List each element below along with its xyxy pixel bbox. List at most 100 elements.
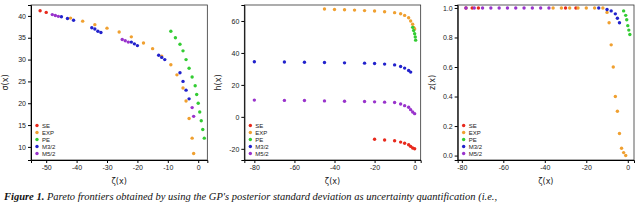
point bbox=[605, 11, 608, 14]
legend-label: M3/2 bbox=[42, 144, 56, 150]
point bbox=[124, 39, 127, 42]
point bbox=[160, 56, 163, 59]
point bbox=[187, 117, 190, 120]
legend-swatch bbox=[35, 131, 38, 134]
point bbox=[576, 6, 579, 9]
legend-label: M3/2 bbox=[469, 144, 483, 150]
point bbox=[169, 63, 172, 66]
point bbox=[568, 6, 571, 9]
x-tick-mark bbox=[77, 160, 78, 163]
y-tick: 0 bbox=[235, 114, 244, 121]
point bbox=[99, 31, 102, 34]
point bbox=[407, 16, 410, 19]
point bbox=[464, 6, 467, 9]
point bbox=[547, 6, 550, 9]
point bbox=[90, 26, 93, 29]
x-axis: -80-60-40-200 bbox=[457, 160, 634, 171]
y-tick-label: 0.4 bbox=[443, 93, 453, 100]
y-tick: 0.8 bbox=[443, 34, 458, 41]
x-tick: -20 bbox=[133, 160, 143, 171]
point bbox=[117, 30, 120, 33]
point bbox=[413, 147, 416, 150]
legend-label: PE bbox=[42, 137, 50, 143]
y-axis-title: z(x) bbox=[428, 75, 437, 90]
y-tick-label: 15 bbox=[18, 122, 26, 129]
point bbox=[560, 6, 563, 9]
point bbox=[497, 6, 500, 9]
point bbox=[622, 9, 625, 12]
point bbox=[253, 60, 256, 63]
y-tick-label: 35 bbox=[18, 34, 26, 41]
y-tick: 20 bbox=[232, 82, 245, 89]
x-tick: -10 bbox=[163, 160, 173, 171]
y-tick-label: 0.0 bbox=[443, 152, 453, 159]
x-tick-label: -40 bbox=[330, 164, 340, 171]
y-tick: 10 bbox=[18, 144, 31, 151]
y-tick-mark bbox=[455, 8, 458, 9]
y-tick-mark bbox=[455, 67, 458, 68]
y-tick: 1.0 bbox=[443, 5, 458, 12]
x-tick-mark bbox=[503, 160, 504, 163]
point bbox=[373, 100, 376, 103]
legend: SEEXPPEM3/2M5/2 bbox=[462, 123, 483, 157]
legend-label: M3/2 bbox=[255, 144, 269, 150]
point bbox=[489, 6, 492, 9]
y-tick-label: 1.0 bbox=[443, 5, 453, 12]
marks bbox=[38, 9, 206, 155]
y-tick: 0.4 bbox=[443, 93, 458, 100]
point bbox=[620, 146, 623, 149]
y-tick: 0.2 bbox=[443, 123, 458, 130]
y-tick-mark bbox=[28, 103, 31, 104]
legend-label: M5/2 bbox=[42, 151, 56, 157]
x-tick-label: 0 bbox=[197, 164, 201, 171]
point bbox=[393, 63, 396, 66]
x-tick-mark bbox=[107, 160, 108, 163]
point bbox=[283, 60, 286, 63]
caption-text: Pareto frontiers obtained by using the G… bbox=[44, 191, 497, 203]
plot-frame bbox=[244, 5, 420, 160]
point bbox=[130, 40, 133, 43]
point bbox=[303, 99, 306, 102]
point bbox=[473, 6, 476, 9]
point bbox=[187, 97, 190, 100]
point bbox=[363, 100, 366, 103]
point bbox=[187, 67, 190, 70]
point bbox=[383, 138, 386, 141]
point bbox=[51, 13, 54, 16]
x-axis-title: ζ(x) bbox=[112, 177, 127, 186]
legend-swatch bbox=[249, 152, 252, 155]
point bbox=[618, 21, 621, 24]
point bbox=[184, 99, 187, 102]
y-tick: -20 bbox=[229, 146, 244, 153]
x-tick-label: -40 bbox=[72, 164, 82, 171]
y-tick: 0.0 bbox=[443, 152, 458, 159]
point bbox=[96, 29, 99, 32]
point bbox=[353, 8, 356, 11]
point bbox=[333, 8, 336, 11]
x-tick-label: -50 bbox=[42, 164, 52, 171]
x-tick-mark bbox=[628, 160, 629, 163]
point bbox=[383, 62, 386, 65]
point bbox=[614, 12, 617, 15]
panel: -80-60-40-2000.00.20.40.60.81.0SEEXPPEM3… bbox=[428, 5, 635, 186]
point bbox=[626, 24, 629, 27]
y-tick-label: 30 bbox=[18, 56, 26, 63]
y-tick: 15 bbox=[18, 122, 31, 129]
x-tick: -50 bbox=[42, 160, 52, 171]
point bbox=[190, 136, 193, 139]
y-tick-mark bbox=[455, 156, 458, 157]
point bbox=[136, 44, 139, 47]
point bbox=[616, 17, 619, 20]
point bbox=[531, 6, 534, 9]
legend-swatch bbox=[462, 131, 465, 134]
point bbox=[413, 112, 416, 115]
legend-swatch bbox=[462, 124, 465, 127]
y-tick-label: -20 bbox=[229, 146, 239, 153]
point bbox=[181, 80, 184, 83]
point bbox=[585, 6, 588, 9]
point bbox=[411, 26, 414, 29]
legend-label: EXP bbox=[469, 130, 481, 136]
x-tick-label: -80 bbox=[250, 164, 260, 171]
x-tick-mark bbox=[46, 160, 47, 163]
point bbox=[393, 11, 396, 14]
